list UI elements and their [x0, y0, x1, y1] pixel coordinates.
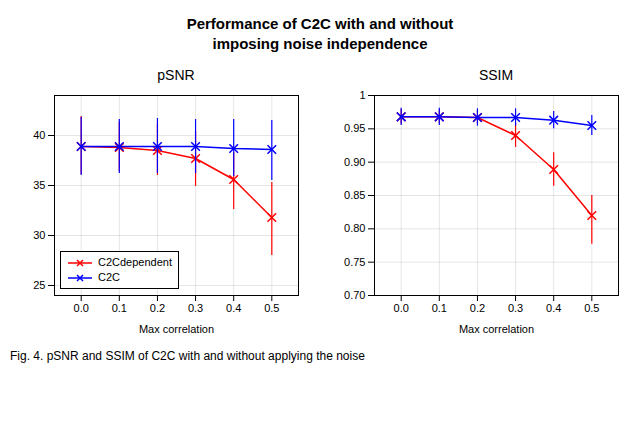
html-text:SSIM: SSIM	[478, 67, 514, 83]
svg-text:1: 1	[359, 89, 365, 101]
svg-text:0.90: 0.90	[344, 156, 365, 168]
svg-text:0.4: 0.4	[546, 302, 561, 314]
svg-text:0.75: 0.75	[344, 256, 365, 268]
svg-text:0.5: 0.5	[264, 302, 279, 314]
svg-text:0.3: 0.3	[188, 302, 203, 314]
svg-text:Max correlation: Max correlation	[139, 323, 214, 335]
svg-text:0.0: 0.0	[394, 302, 409, 314]
svg-text:Max correlation: Max correlation	[459, 323, 534, 335]
svg-text:0.5: 0.5	[584, 302, 599, 314]
svg-text:0.0: 0.0	[74, 302, 89, 314]
svg-text:40: 40	[33, 129, 45, 141]
svg-text:30: 30	[33, 229, 45, 241]
svg-text:0.80: 0.80	[344, 222, 365, 234]
svg-text:0.95: 0.95	[344, 122, 365, 134]
svg-text:0.4: 0.4	[226, 302, 241, 314]
svg-text:25: 25	[33, 279, 45, 291]
svg-text:35: 35	[33, 179, 45, 191]
svg-text:0.2: 0.2	[150, 302, 165, 314]
html-text:Fig. 4. pSNR and SSIM of C2C w: Fig. 4. pSNR and SSIM of C2C with and wi…	[10, 349, 365, 363]
html-text:pSNR: pSNR	[157, 67, 195, 83]
html-text:C2Cdependent: C2Cdependent	[98, 256, 172, 269]
svg-text:0.1: 0.1	[112, 302, 127, 314]
svg-text:0.2: 0.2	[470, 302, 485, 314]
svg-text:0.85: 0.85	[344, 189, 365, 201]
svg-text:0.1: 0.1	[432, 302, 447, 314]
svg-text:0.70: 0.70	[344, 289, 365, 301]
svg-text:0.3: 0.3	[508, 302, 523, 314]
html-text:C2C: C2C	[98, 271, 120, 284]
html-text:Performance of C2C with and wi: Performance of C2C with and without impo…	[186, 15, 454, 52]
